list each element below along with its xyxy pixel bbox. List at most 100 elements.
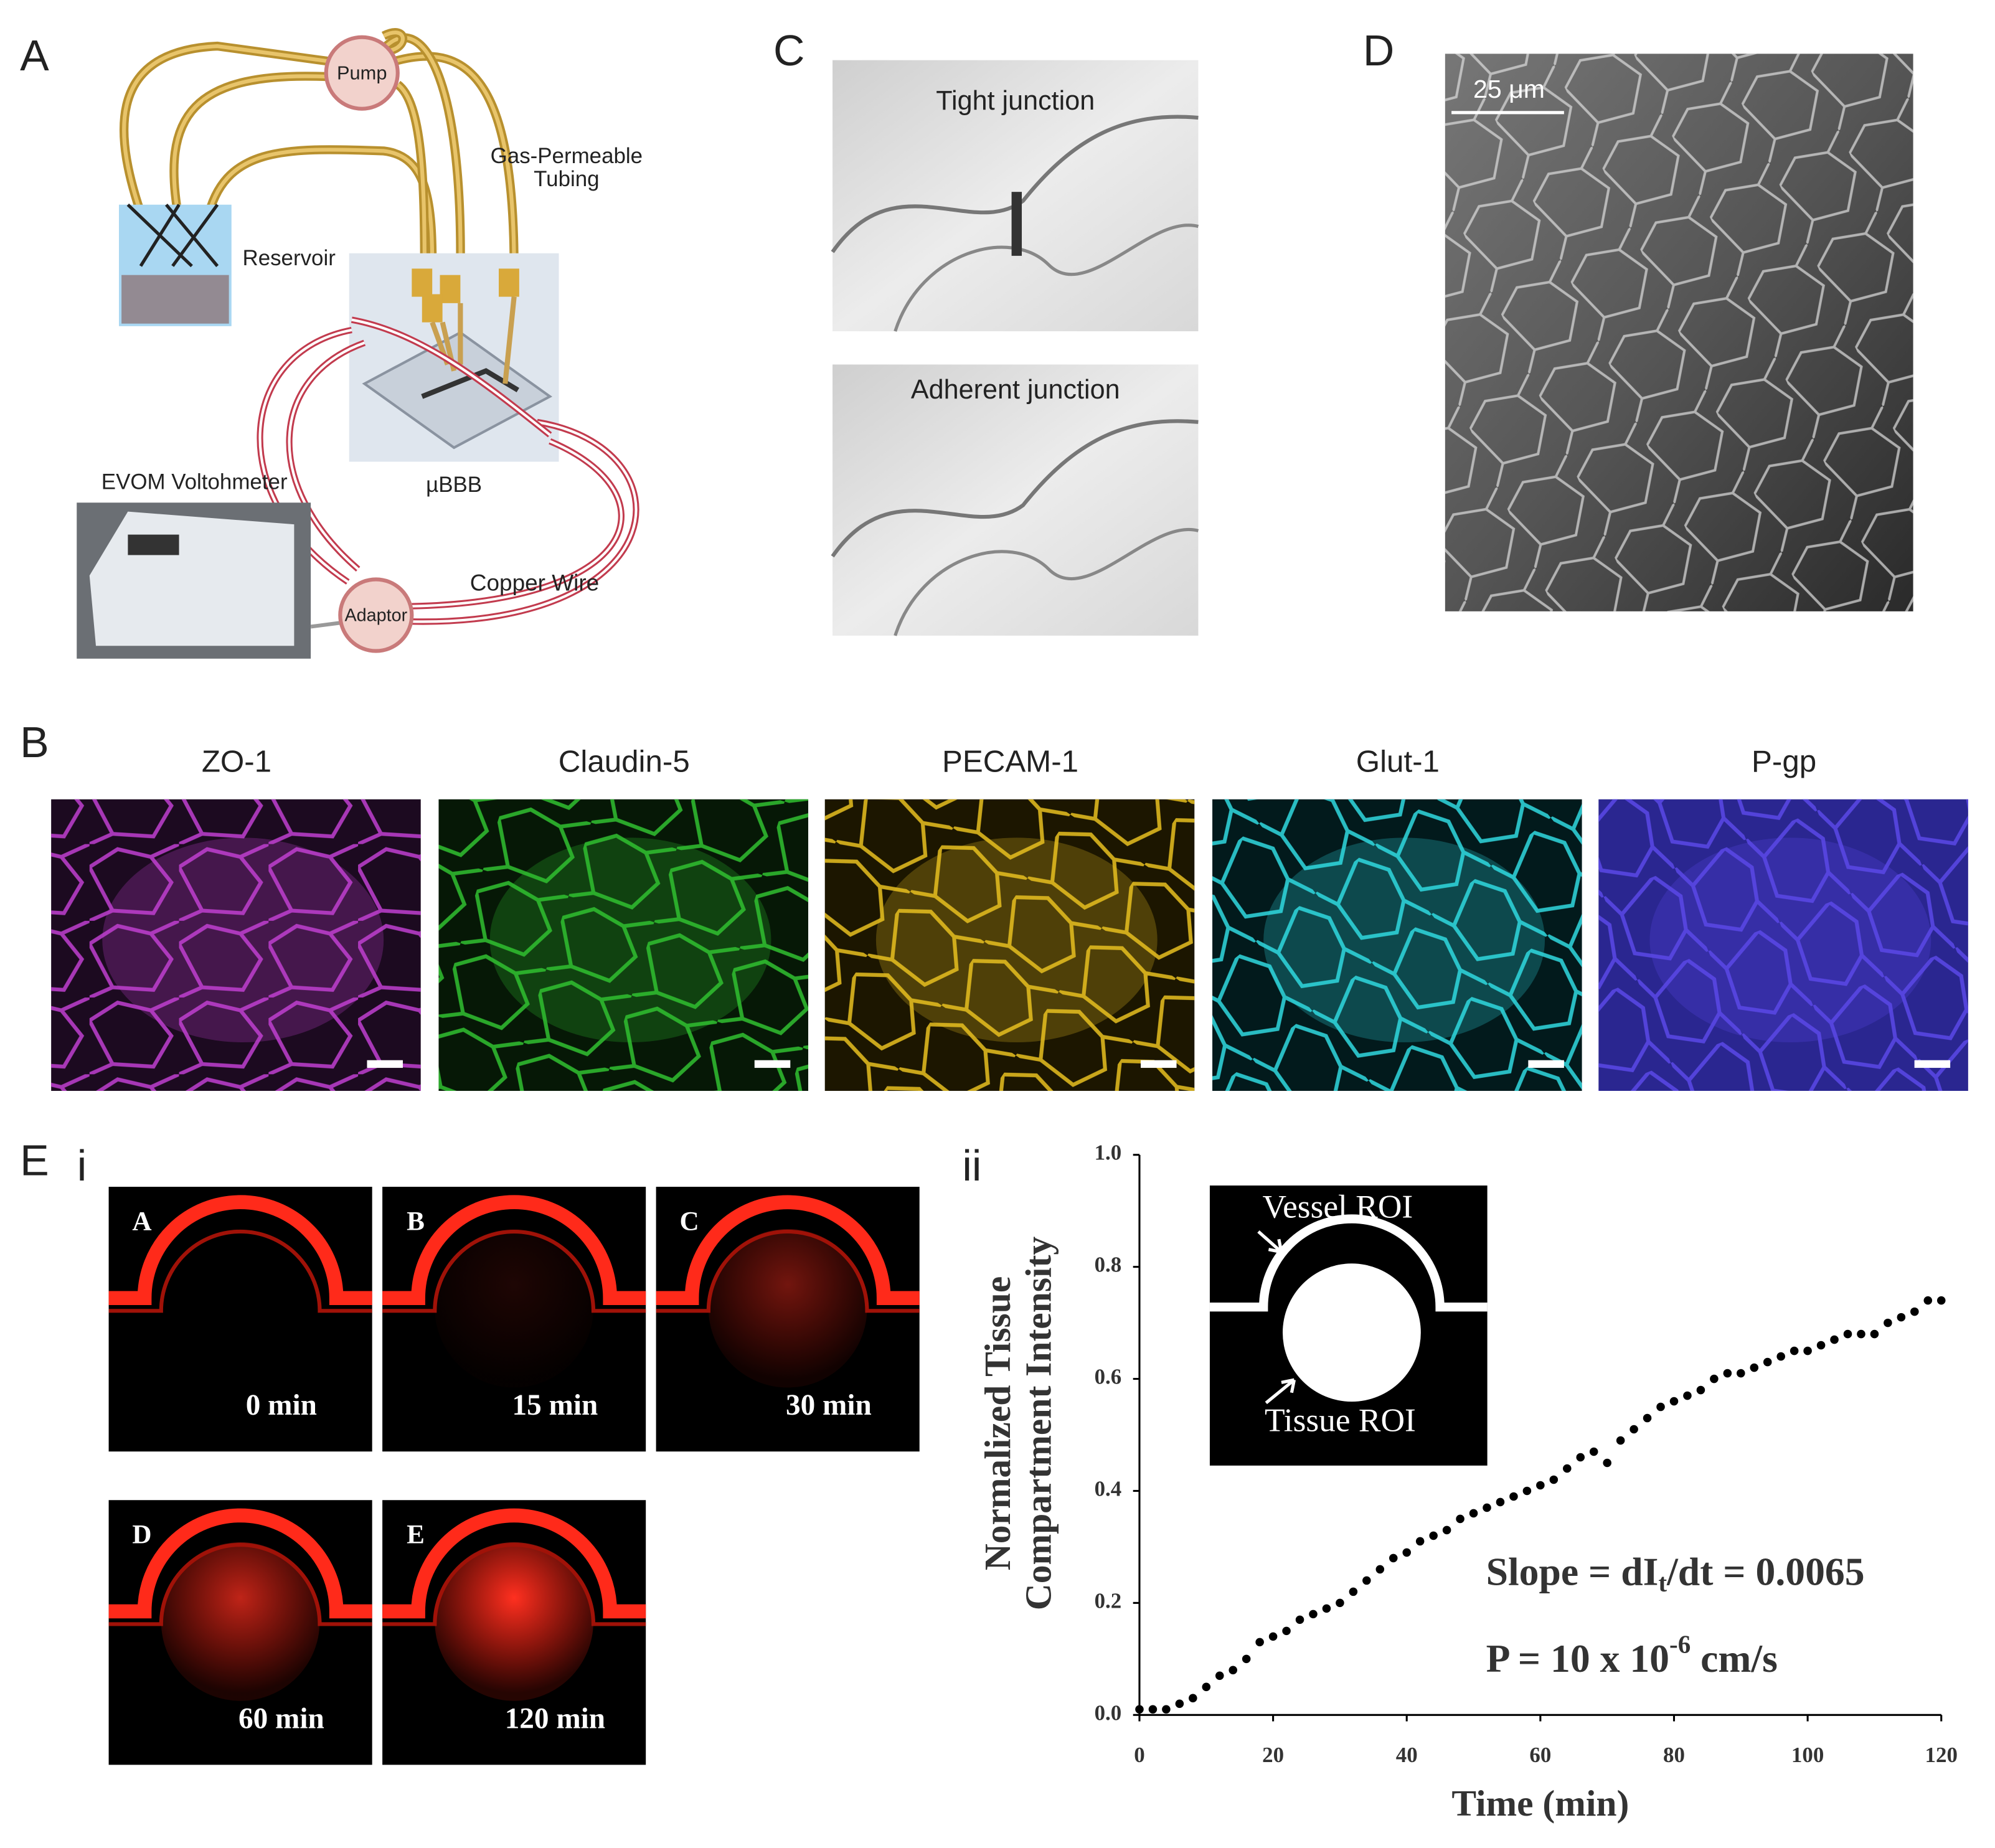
annotation: Gas-Permeable: [491, 144, 643, 168]
em-image: [832, 364, 1199, 636]
data-point: [1496, 1497, 1505, 1507]
data-point: [1629, 1425, 1638, 1434]
data-point: [1536, 1481, 1545, 1490]
vessel-channel: [656, 1195, 920, 1306]
data-point: [1456, 1514, 1464, 1524]
annotation: µBBB: [426, 473, 482, 497]
vessel-channel: [382, 1508, 646, 1619]
data-point: [1362, 1576, 1371, 1585]
data-point: [1148, 1705, 1158, 1714]
vessel-inner: [108, 1543, 372, 1626]
stain-cells: [51, 799, 421, 1091]
inset-label: Vessel ROI: [1262, 1187, 1413, 1225]
data-point: [1936, 1296, 1946, 1305]
x-axis-label: Time (min): [1451, 1783, 1629, 1824]
frame-letter: C: [679, 1207, 699, 1237]
data-point: [1349, 1587, 1358, 1596]
annotation-part: P = 10 x 10: [1486, 1636, 1669, 1681]
connector: [499, 268, 519, 297]
stain-glow: [489, 837, 771, 1042]
data-point: [1229, 1666, 1237, 1675]
data-point: [1790, 1346, 1799, 1355]
x-tick-label: 80: [1663, 1743, 1685, 1767]
wire-core: [288, 341, 366, 570]
stain-glow: [875, 837, 1158, 1042]
data-point: [1669, 1397, 1679, 1406]
y-tick-label: 0.6: [1095, 1365, 1122, 1389]
tissue-glow: [161, 1542, 320, 1701]
frame-time: 0 min: [246, 1389, 317, 1421]
data-point: [1576, 1453, 1585, 1462]
data-point: [1589, 1447, 1598, 1456]
wire-core: [412, 420, 638, 623]
y-tick-label: 0.4: [1095, 1476, 1122, 1501]
data-point: [1897, 1313, 1906, 1322]
panel-letter: B: [20, 718, 49, 766]
y-tick-label: 0.0: [1095, 1700, 1122, 1725]
data-point: [1803, 1346, 1812, 1355]
panel-letter: i: [77, 1141, 87, 1190]
connector: [412, 268, 433, 297]
stain-label: P-gp: [1752, 744, 1816, 778]
data-point: [1135, 1705, 1144, 1714]
data-point: [1215, 1671, 1224, 1681]
frame-letter: B: [407, 1207, 425, 1237]
data-point: [1843, 1329, 1852, 1339]
x-tick-label: 60: [1529, 1743, 1551, 1767]
stain-cells: [1598, 799, 1968, 1091]
data-point: [1723, 1369, 1732, 1378]
scale-bar-label: 25 μm: [1473, 75, 1545, 103]
scale-bar: [367, 1060, 403, 1068]
data-point: [1910, 1307, 1919, 1316]
tissue-glow: [435, 1542, 593, 1701]
data-point: [1522, 1486, 1532, 1496]
data-point: [1429, 1531, 1438, 1540]
tubing-highlight: [205, 148, 435, 269]
membrane: [894, 224, 1199, 332]
data-point: [1870, 1329, 1879, 1339]
vessel-channel: [108, 1195, 372, 1306]
annotation: Reservoir: [242, 246, 336, 270]
panel-letter: D: [1363, 26, 1394, 75]
data-point: [1415, 1537, 1425, 1546]
inset-vessel: [1209, 1214, 1488, 1312]
scale-bar: [754, 1060, 791, 1068]
frame-time: 60 min: [238, 1702, 324, 1735]
vessel-inner: [656, 1229, 920, 1313]
annotation: Copper Wire: [470, 570, 599, 595]
reservoir-tissue: [121, 275, 229, 324]
stain-glow: [102, 837, 384, 1042]
tissue-glow: [435, 1228, 593, 1388]
data-point: [1175, 1699, 1184, 1709]
vessel-inner: [108, 1229, 372, 1313]
data-point: [1750, 1363, 1759, 1372]
stain-label: PECAM-1: [942, 744, 1078, 778]
data-point: [1189, 1694, 1197, 1703]
wire-core: [351, 318, 551, 436]
y-tick-label: 0.8: [1095, 1253, 1122, 1277]
meter-cable: [310, 621, 341, 629]
data-point: [1776, 1352, 1785, 1361]
annotation: Slope = dIt/dt = 0.0065: [1486, 1549, 1865, 1597]
data-point: [1309, 1610, 1318, 1619]
data-point: [1603, 1458, 1611, 1468]
data-point: [1242, 1654, 1251, 1664]
vessel-channel: [382, 1195, 646, 1306]
frame-letter: A: [132, 1207, 151, 1237]
stain-label: Glut-1: [1356, 744, 1440, 778]
inset-tissue: [1283, 1263, 1421, 1402]
membrane: [831, 419, 1199, 558]
data-point: [1202, 1682, 1211, 1692]
data-point: [1857, 1329, 1865, 1339]
annotation: EVOM Voltohmeter: [101, 470, 288, 494]
data-point: [1830, 1335, 1839, 1344]
annotation: Tubing: [534, 167, 599, 191]
data-point: [1643, 1413, 1652, 1423]
data-point: [1509, 1492, 1518, 1501]
reservoir-line: [165, 204, 219, 267]
vessel-channel: [108, 1508, 372, 1619]
x-tick-label: 100: [1791, 1743, 1824, 1767]
data-point: [1710, 1374, 1719, 1384]
data-point: [1563, 1464, 1572, 1473]
